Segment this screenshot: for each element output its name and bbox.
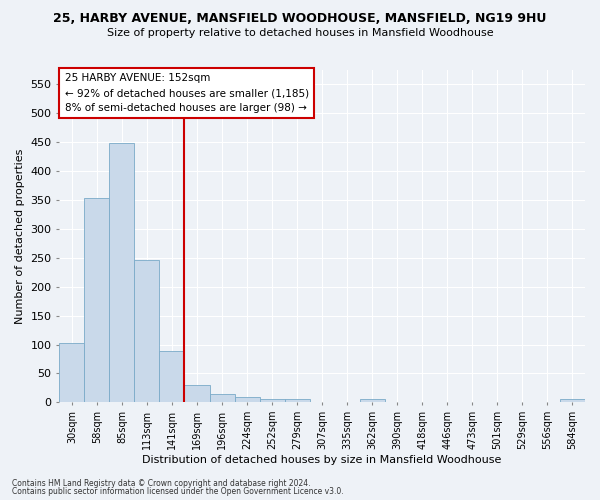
Text: 25 HARBY AVENUE: 152sqm
← 92% of detached houses are smaller (1,185)
8% of semi-: 25 HARBY AVENUE: 152sqm ← 92% of detache… <box>65 74 309 113</box>
Bar <box>560 400 585 402</box>
Bar <box>209 394 235 402</box>
Bar <box>109 144 134 402</box>
Text: Contains HM Land Registry data © Crown copyright and database right 2024.: Contains HM Land Registry data © Crown c… <box>12 478 311 488</box>
X-axis label: Distribution of detached houses by size in Mansfield Woodhouse: Distribution of detached houses by size … <box>142 455 502 465</box>
Text: Contains public sector information licensed under the Open Government Licence v3: Contains public sector information licen… <box>12 487 344 496</box>
Bar <box>260 400 284 402</box>
Bar <box>134 260 160 402</box>
Bar <box>59 343 85 402</box>
Bar <box>85 198 109 402</box>
Bar <box>235 397 260 402</box>
Y-axis label: Number of detached properties: Number of detached properties <box>15 148 25 324</box>
Text: 25, HARBY AVENUE, MANSFIELD WOODHOUSE, MANSFIELD, NG19 9HU: 25, HARBY AVENUE, MANSFIELD WOODHOUSE, M… <box>53 12 547 26</box>
Bar <box>184 385 209 402</box>
Bar <box>284 400 310 402</box>
Text: Size of property relative to detached houses in Mansfield Woodhouse: Size of property relative to detached ho… <box>107 28 493 38</box>
Bar <box>360 400 385 402</box>
Bar <box>160 352 184 403</box>
